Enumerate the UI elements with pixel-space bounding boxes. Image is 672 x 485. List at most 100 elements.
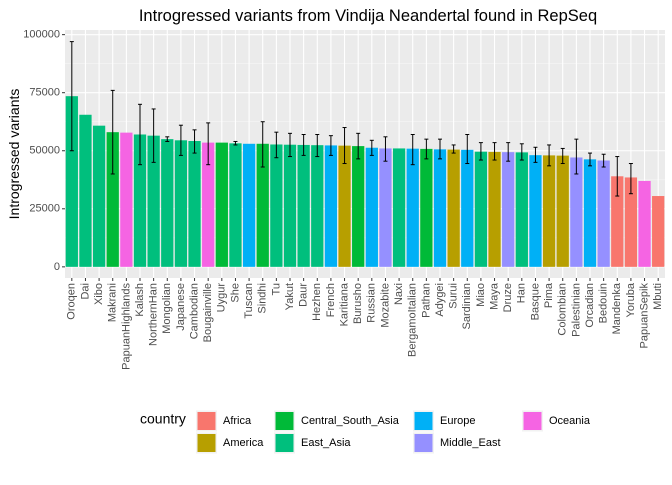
error-bar-Sindhi: [260, 121, 265, 168]
bar-Colombian: [556, 155, 569, 267]
legend-swatch: [523, 412, 542, 430]
error-bar-Cambodian: [192, 129, 197, 154]
bar-Han: [515, 152, 528, 267]
x-tick-label: PapuanHighlands: [120, 283, 132, 370]
legend-label: Africa: [223, 415, 252, 427]
x-tick-label: Palestinian: [570, 283, 582, 337]
x-axis: Oroqen Dai Xibo Makrani PapuanHighlands Kalas…: [66, 278, 664, 370]
x-tick-label: Mozabite: [379, 283, 391, 328]
bar-She: [229, 143, 242, 267]
x-tick-label: Adygei: [434, 283, 446, 317]
bar-Maya: [488, 151, 501, 267]
x-tick-label: She: [229, 283, 241, 303]
legend-item-Middle_East: Middle_East: [413, 432, 501, 454]
x-tick-label: Miao: [475, 283, 487, 307]
bar-Mandenka: [611, 176, 624, 267]
x-tick-label: French: [325, 283, 337, 317]
bar-Mbuti: [652, 196, 665, 267]
legend-swatch: [414, 434, 433, 452]
bar-Russian: [365, 147, 378, 267]
bar-NorthernHan: [147, 135, 160, 267]
error-bar-Kalash: [138, 103, 142, 166]
x-tick-label: Bedouin: [598, 283, 610, 323]
y-tick-label: 0: [54, 261, 60, 273]
x-tick-label: Druze: [502, 283, 514, 312]
bar-Pathan: [420, 148, 433, 267]
x-tick-label: Mongolian: [161, 283, 173, 334]
bar-Oroqen: [65, 96, 78, 267]
error-bar-Sardinian: [465, 133, 470, 165]
bar-Daur: [297, 144, 310, 267]
error-bar-Daur: [301, 133, 306, 156]
legend-label: Oceania: [549, 415, 591, 427]
legend: country Africa America Central_South_Asia E…: [140, 410, 591, 454]
error-bar-Mongolian: [165, 136, 170, 142]
x-tick-label: NorthernHan: [148, 283, 160, 346]
error-bar-Japanese: [178, 124, 183, 156]
bar-Surui: [447, 149, 460, 267]
bars: [65, 96, 665, 267]
error-bar-Bougainville: [206, 122, 211, 166]
legend-item-Africa: Africa: [196, 410, 252, 432]
bar-Tu: [270, 144, 283, 267]
error-bars: [69, 41, 633, 197]
error-bar-Druze: [506, 142, 511, 162]
chart-title: Introgressed variants from Vindija Neand…: [139, 7, 597, 25]
legend-swatch: [275, 434, 294, 452]
x-tick-label: Sindhi: [257, 283, 269, 314]
legend-item-Europe: Europe: [413, 410, 475, 432]
legend-swatch: [275, 412, 294, 430]
bar-Yakut: [283, 144, 297, 267]
error-bar-Basque: [533, 146, 538, 163]
x-tick-label: Japanese: [175, 283, 187, 331]
bar-Pima: [542, 155, 556, 267]
x-tick-label: Burusho: [352, 283, 364, 324]
legend-swatch: [197, 412, 216, 430]
y-tick-label: 75000: [29, 87, 60, 99]
bar-Sindhi: [256, 143, 269, 267]
bar-Cambodian: [188, 140, 201, 267]
legend-item-East_Asia: East_Asia: [274, 432, 351, 454]
x-tick-label: Basque: [529, 283, 541, 320]
error-bar-Colombian: [560, 147, 565, 165]
error-bar-Yoruba: [628, 163, 633, 195]
bar-Mongolian: [161, 139, 174, 267]
bar-PapuanHighlands: [120, 132, 133, 267]
bar-Makrani: [106, 132, 119, 267]
bar-Naxi: [392, 148, 406, 267]
x-tick-label: Orcadian: [584, 283, 596, 328]
x-tick-label: Kalash: [134, 283, 146, 317]
legend-label: East_Asia: [301, 437, 351, 449]
legend-item-Oceania: Oceania: [522, 410, 591, 432]
error-bar-Orcadian: [588, 152, 592, 167]
bar-French: [324, 145, 338, 267]
bar-PapuanSepik: [638, 180, 651, 267]
legend-swatch: [414, 412, 433, 430]
error-bar-Russian: [369, 139, 374, 156]
x-tick-label: Pima: [543, 282, 555, 308]
x-tick-label: Sardinian: [461, 283, 473, 329]
x-tick-label: Cambodian: [188, 283, 200, 339]
bar-Orcadian: [583, 159, 597, 267]
x-tick-label: Oroqen: [66, 283, 78, 320]
error-bar-Pathan: [424, 138, 429, 160]
x-tick-label: Han: [516, 283, 528, 303]
x-tick-label: Russian: [366, 283, 378, 323]
x-tick-label: Makrani: [107, 283, 119, 322]
bar-Tuscan: [242, 143, 256, 267]
error-bar-French: [328, 135, 333, 156]
error-bar-Burusho: [356, 132, 361, 160]
legend-item-Central_South_Asia: Central_South_Asia: [274, 410, 400, 432]
y-tick-label: 50000: [29, 145, 60, 157]
error-bar-Han: [519, 143, 524, 161]
x-tick-label: Mbuti: [652, 283, 664, 310]
x-tick-label: Mandenka: [611, 282, 623, 334]
legend-title: country: [140, 411, 186, 427]
bar-Burusho: [352, 146, 365, 267]
bar-Basque: [529, 155, 542, 267]
bar-Xibo: [92, 125, 106, 267]
x-tick-label: Surui: [448, 283, 460, 309]
x-tick-label: Karitiana: [338, 282, 350, 326]
y-tick-label: 25000: [29, 203, 60, 215]
